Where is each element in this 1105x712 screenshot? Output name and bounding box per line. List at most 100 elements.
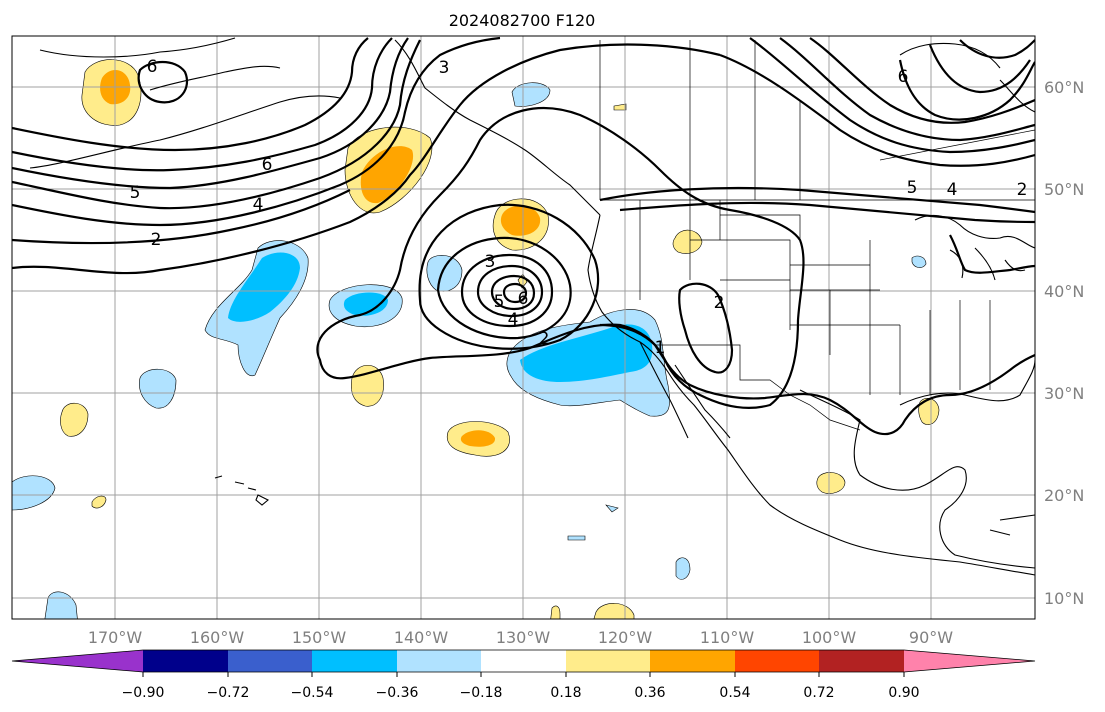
contour-label: 4: [947, 180, 958, 200]
lon-tick-label: 170°W: [88, 628, 143, 647]
negative-anomaly-core: [520, 324, 653, 382]
colorbar-segments: [11, 649, 1036, 677]
map-title: 2024082700 F120: [449, 11, 596, 30]
negative-anomaly-core: [343, 292, 388, 316]
positive-anomaly-core: [500, 205, 541, 236]
lon-tick-label: 150°W: [292, 628, 347, 647]
contour-line: [949, 234, 1035, 274]
contour-line: [476, 264, 544, 318]
positive-anomaly-region: [60, 402, 89, 437]
contour-label: 6: [898, 67, 909, 87]
contour-label: 6: [518, 289, 529, 309]
lat-tick-label: 60°N: [1044, 78, 1084, 97]
colorbar-segment: [312, 650, 397, 672]
caribbean: [989, 514, 1035, 536]
contour-line: [12, 37, 409, 190]
contour-line: [12, 43, 721, 275]
contour-line: [12, 37, 369, 152]
contour-line: [12, 36, 501, 227]
lat-tick-label: 40°N: [1044, 282, 1084, 301]
contour-line: [599, 186, 1035, 214]
positive-anomaly-region: [816, 472, 846, 494]
colorbar-extend-max: [904, 650, 1035, 672]
contour-line: [12, 189, 351, 245]
contour-line: [12, 39, 421, 210]
colorbar-extend-min: [12, 650, 143, 672]
contour-label: 2: [1017, 180, 1028, 200]
shaded-field: [12, 59, 940, 619]
lon-tick-label: 160°W: [190, 628, 245, 647]
colorbar-segment: [397, 650, 481, 672]
contour-line: [137, 60, 188, 104]
contour-label: 5: [494, 292, 505, 312]
negative-anomaly-region: [567, 535, 586, 541]
contours: [12, 36, 1035, 436]
contour-label: 6: [262, 155, 273, 175]
contour-label: 4: [508, 310, 519, 330]
lat-axis: 60°N 50°N 40°N 30°N 20°N 10°N: [1044, 78, 1084, 608]
contour-line: [749, 37, 1035, 154]
coastlines: [29, 37, 1035, 576]
contour-label: 3: [439, 58, 450, 78]
positive-anomaly-region: [550, 605, 561, 619]
map-frame: [11, 35, 1036, 620]
negative-anomaly-region: [12, 475, 56, 511]
lat-tick-label: 50°N: [1044, 180, 1084, 199]
positive-anomaly-region: [593, 603, 635, 619]
na-west-coast: [587, 214, 1035, 576]
lon-tick-label: 100°W: [802, 628, 857, 647]
colorbar-segment: [143, 650, 228, 672]
contour-line: [619, 201, 1035, 224]
contour-line: [779, 37, 1035, 142]
contour-label: 5: [130, 183, 141, 203]
contour-line: [418, 203, 600, 350]
contour-labels: 6 5 4 2 3 6 5 4 3 6 2 2 5 4 6 2 1: [130, 57, 1028, 358]
colorbar-tick-label: −0.54: [291, 685, 334, 701]
contour-line: [460, 253, 554, 328]
lon-tick-label: 130°W: [496, 628, 551, 647]
contour-line: [898, 39, 1035, 121]
lon-tick-label: 110°W: [700, 628, 755, 647]
contour-line: [809, 37, 1035, 124]
contour-label: 5: [907, 178, 918, 198]
negative-anomaly-region: [605, 504, 619, 513]
lat-tick-label: 10°N: [1044, 589, 1084, 608]
colorbar-tick-label: −0.18: [460, 685, 503, 701]
borders: [599, 40, 1035, 431]
alaska-coastline: [29, 37, 601, 216]
colorbar-tick-label: 0.54: [719, 685, 750, 701]
positive-anomaly-region: [672, 229, 703, 254]
positive-anomaly-core: [460, 430, 496, 447]
colorbar-tick-label: −0.72: [207, 685, 250, 701]
negative-anomaly-region: [426, 255, 463, 292]
contour-line: [316, 107, 805, 409]
colorbar-tick-label: 0.72: [803, 685, 834, 701]
positive-anomaly-region: [91, 495, 107, 509]
lon-tick-label: 90°W: [909, 628, 953, 647]
map-area: 6 5 4 2 3 6 5 4 3 6 2 2 5 4 6 2 1: [12, 36, 1035, 619]
negative-anomaly-core: [228, 252, 300, 322]
colorbar-tick-label: 0.18: [550, 685, 581, 701]
colorbar-segment: [819, 650, 904, 672]
negative-anomaly-region: [675, 557, 691, 580]
contour-line: [490, 274, 536, 311]
contour-line: [502, 282, 528, 304]
negative-anomaly-region: [44, 591, 78, 619]
contour-line: [436, 236, 572, 340]
colorbar-segment: [566, 650, 650, 672]
contour-label: 2: [151, 230, 162, 250]
contour-label: 4: [253, 195, 264, 215]
colorbar: −0.90 −0.72 −0.54 −0.36 −0.18 0.18 0.36 …: [11, 649, 1036, 701]
contour-line: [678, 282, 734, 374]
colorbar-ticks: −0.90 −0.72 −0.54 −0.36 −0.18 0.18 0.36 …: [122, 685, 920, 701]
gridlines: [12, 36, 1035, 619]
contour-line: [719, 53, 1035, 167]
lat-tick-label: 20°N: [1044, 486, 1084, 505]
contour-label: 2: [539, 329, 550, 349]
colorbar-tick-label: 0.36: [634, 685, 665, 701]
contour-label: 6: [147, 57, 158, 77]
baja-coastline: [639, 341, 731, 439]
negative-anomaly-region: [911, 255, 927, 268]
hawaii-islands: [214, 475, 269, 506]
